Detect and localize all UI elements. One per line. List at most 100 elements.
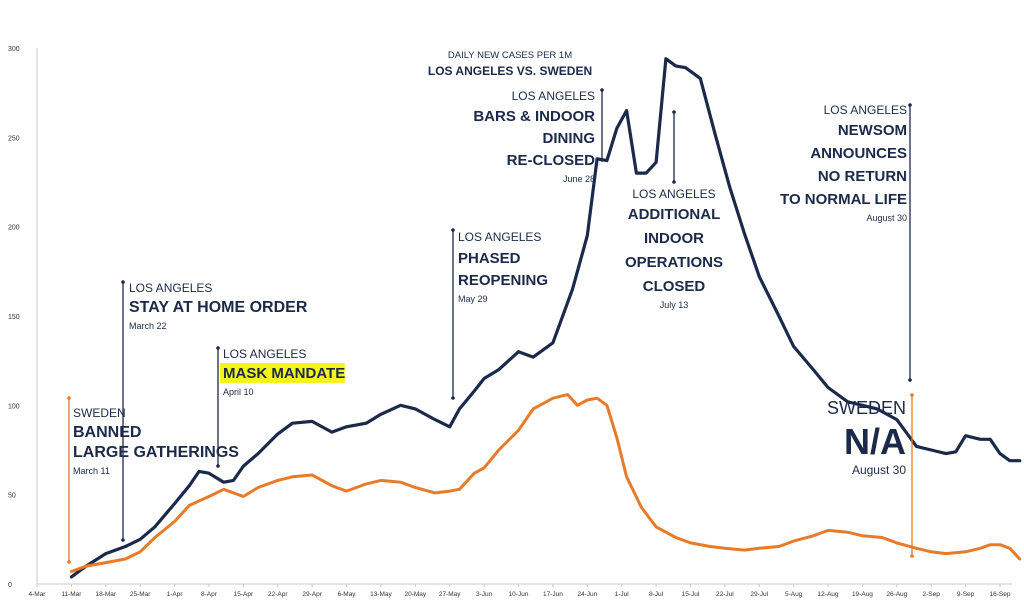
annotation-dot <box>908 378 912 382</box>
annotation-dot <box>451 228 455 232</box>
x-tick-label: 9-Sep <box>957 591 975 598</box>
annotation-pre: LOS ANGELES <box>512 89 595 103</box>
annotation-date: March 22 <box>129 321 167 331</box>
x-tick-label: 4-Mar <box>29 591 47 598</box>
annotation-pre: LOS ANGELES <box>824 103 907 117</box>
annotation-main: BARS & INDOOR <box>473 108 595 125</box>
annotation-dot <box>910 554 914 558</box>
x-tick-label: 19-Aug <box>852 591 873 598</box>
annotation-dot <box>451 396 455 400</box>
y-tick-label: 300 <box>8 46 20 53</box>
chart-axes: 0 50 100 150 200 250 300 4-Mar 11-Mar 18-Mar 25-Ma… <box>8 46 1012 598</box>
x-tick-label: 25-Mar <box>130 591 151 598</box>
y-tick-label: 150 <box>8 314 20 321</box>
annotation-dot <box>672 180 676 184</box>
annotation-4: LOS ANGELES BARS & INDOOR DINING RE-CLOSED J… <box>473 88 604 184</box>
x-tick-label: 12-Aug <box>818 591 839 598</box>
x-tick-label: 8-Apr <box>201 591 218 598</box>
annotation-main: BANNED <box>73 424 141 441</box>
annotation-main: RE-CLOSED <box>507 152 596 169</box>
annotation-date: April 10 <box>223 387 254 397</box>
annotation-pre: LOS ANGELES <box>223 347 306 361</box>
annotation-dot <box>67 396 71 400</box>
x-tick-label: 1-Jul <box>615 591 630 598</box>
y-tick-label: 50 <box>8 493 16 500</box>
annotation-date: July 13 <box>660 300 689 310</box>
annotation-dot <box>67 560 71 564</box>
annotation-highlight <box>220 363 345 383</box>
y-tick-label: 0 <box>8 582 12 589</box>
annotation-3: LOS ANGELES PHASED REOPENING May 29 <box>451 228 548 400</box>
annotation-dot <box>121 538 125 542</box>
x-tick-label: 29-Jul <box>750 591 768 598</box>
annotation-pre: SWEDEN <box>73 406 126 420</box>
chart-subtitle: LOS ANGELES VS. SWEDEN <box>428 64 592 78</box>
annotation-dot <box>600 88 604 92</box>
annotation-main: DINING <box>543 130 596 147</box>
annotation-main: ANNOUNCES <box>810 145 907 162</box>
annotation-main: NEWSOM <box>838 122 907 139</box>
annotation-pre: LOS ANGELES <box>632 187 715 201</box>
x-tick-label: 5-Aug <box>785 591 803 598</box>
annotation-1: LOS ANGELES STAY AT HOME ORDER March 22 <box>121 280 308 542</box>
annotation-main: MASK MANDATE <box>223 365 345 382</box>
x-tick-label: 6-May <box>338 591 357 598</box>
x-tick-label: 18-Mar <box>95 591 116 598</box>
annotation-dot <box>910 393 914 397</box>
annotation-2: LOS ANGELES MASK MANDATE April 10 <box>216 346 345 468</box>
annotation-pre: LOS ANGELES <box>129 281 212 295</box>
annotation-main: N/A <box>844 421 906 462</box>
chart-series <box>69 57 1022 579</box>
annotation-main: REOPENING <box>458 272 548 289</box>
annotation-5: LOS ANGELES ADDITIONAL INDOOR OPERATIONS CLO… <box>625 110 723 310</box>
x-tick-label: 11-Mar <box>61 591 82 598</box>
x-tick-label: 27-May <box>439 591 461 598</box>
annotation-pre: SWEDEN <box>827 398 906 418</box>
x-tick-label: 22-Jul <box>716 591 734 598</box>
annotation-dot <box>216 346 220 350</box>
x-tick-label: 16-Sep <box>990 591 1011 598</box>
annotation-dot <box>216 464 220 468</box>
annotation-main: CLOSED <box>643 278 706 295</box>
x-tick-label: 20-May <box>404 591 426 598</box>
x-tick-label: 1-Apr <box>167 591 184 598</box>
annotation-date: May 29 <box>458 294 488 304</box>
x-tick-label: 26-Aug <box>886 591 907 598</box>
y-tick-label: 250 <box>8 135 20 142</box>
annotation-main: LARGE GATHERINGS <box>73 444 239 461</box>
annotation-main: TO NORMAL LIFE <box>780 191 907 208</box>
y-tick-label: 100 <box>8 403 20 410</box>
x-tick-label: 24-Jun <box>577 591 597 598</box>
x-tick-label: 8-Jul <box>649 591 664 598</box>
x-tick-label: 2-Sep <box>923 591 941 598</box>
annotation-date: June 28 <box>563 174 595 184</box>
x-tick-label: 13-May <box>370 591 392 598</box>
x-tick-label: 29-Apr <box>302 591 322 598</box>
chart-annotations: SWEDEN BANNED LARGE GATHERINGS March 11 LOS … <box>67 88 914 564</box>
x-tick-label: 17-Jun <box>543 591 563 598</box>
x-tick-label: 15-Jul <box>682 591 700 598</box>
x-tick-label: 22-Apr <box>268 591 288 598</box>
chart-title: DAILY NEW CASES PER 1M <box>448 50 572 61</box>
x-tick-label: 10-Jun <box>509 591 529 598</box>
annotation-dot <box>672 110 676 114</box>
annotation-0: SWEDEN BANNED LARGE GATHERINGS March 11 <box>67 396 239 564</box>
annotation-date: August 30 <box>866 213 907 223</box>
annotation-dot <box>121 280 125 284</box>
annotation-date: March 11 <box>73 466 110 476</box>
annotation-main: INDOOR <box>644 230 704 247</box>
annotation-main: NO RETURN <box>818 168 907 185</box>
series-line-1 <box>69 393 1022 573</box>
series-line-0 <box>69 57 1022 579</box>
x-tick-label: 15-Apr <box>234 591 254 598</box>
annotation-dot <box>600 158 604 162</box>
x-tick-label: 3-Jun <box>476 591 493 598</box>
annotation-date: August 30 <box>852 463 906 477</box>
y-tick-label: 200 <box>8 225 20 232</box>
annotation-main: STAY AT HOME ORDER <box>129 299 308 316</box>
annotation-main: PHASED <box>458 250 521 267</box>
annotation-dot <box>908 103 912 107</box>
